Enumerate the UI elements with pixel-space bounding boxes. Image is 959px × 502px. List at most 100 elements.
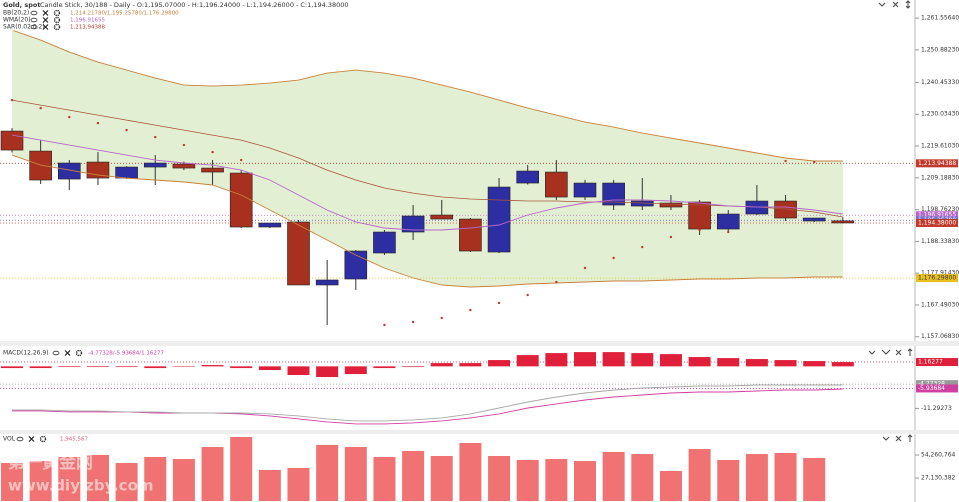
watermark-name: 第一黄金网 — [8, 452, 93, 473]
volume-bar — [745, 454, 768, 501]
candle-body — [602, 182, 625, 206]
move-icon[interactable] — [907, 348, 913, 356]
settings-icon[interactable] — [39, 435, 47, 443]
sar-dot — [125, 128, 128, 132]
candle-body — [401, 215, 425, 233]
price-tag-label: 1,213.94388 — [918, 160, 956, 167]
settings-icon[interactable] — [75, 349, 83, 357]
sar-dot — [154, 135, 157, 139]
volume-bar — [172, 459, 195, 501]
candle-body — [143, 162, 167, 168]
sar-dot — [211, 150, 214, 154]
y-tick-label: 27,130,382 — [921, 474, 956, 481]
candle-body — [688, 201, 711, 230]
maximize-icon[interactable] — [881, 349, 891, 355]
candle-body — [802, 217, 826, 222]
candle-body — [229, 172, 253, 228]
panel-separator[interactable] — [0, 341, 959, 346]
candle-body — [545, 171, 568, 198]
sar-dot — [411, 320, 415, 324]
sar-dot — [555, 280, 558, 284]
histogram-bar — [516, 355, 539, 367]
close-icon[interactable] — [895, 349, 902, 356]
candle-body — [487, 186, 511, 253]
price-tag — [916, 384, 958, 393]
histogram-bar — [602, 352, 625, 367]
collapse-icon[interactable] — [878, 2, 886, 7]
y-tick-label: 1,177.91430 — [921, 270, 959, 277]
histogram-bar — [172, 366, 195, 367]
panel-separator[interactable] — [0, 430, 959, 434]
settings-icon[interactable] — [53, 16, 61, 24]
histogram-bar — [58, 366, 81, 368]
sar-dot — [182, 143, 186, 147]
remove-icon[interactable] — [28, 436, 35, 442]
visibility-icon[interactable] — [30, 10, 38, 16]
band-middle — [11, 99, 843, 218]
candle-body — [516, 170, 540, 184]
histogram-bar — [344, 366, 367, 375]
histogram-bar — [574, 352, 596, 367]
sar-dot — [669, 235, 673, 239]
y-tick-label: 54,260,764 — [921, 451, 956, 458]
band-fill — [12, 30, 843, 288]
candle-body — [831, 220, 855, 224]
histogram-bar — [745, 359, 768, 367]
histogram-bar — [488, 360, 511, 367]
remove-icon[interactable] — [64, 350, 71, 356]
close-icon[interactable] — [895, 435, 902, 442]
candle-body — [57, 162, 81, 180]
histogram-bar — [659, 354, 682, 367]
histogram-bar — [86, 366, 109, 368]
visibility-icon[interactable] — [30, 17, 38, 23]
price-tag — [916, 274, 958, 283]
indicator-name: WMA(20) — [3, 17, 31, 24]
remove-icon[interactable] — [42, 24, 49, 30]
price-tag — [916, 358, 958, 367]
move-icon[interactable] — [907, 434, 913, 442]
header: Gold, spot Candle Stick, 30/188 - Daily -… — [0, 0, 349, 443]
volume-bar — [488, 455, 511, 501]
visibility-icon[interactable] — [52, 350, 60, 356]
resize-icon[interactable] — [905, 0, 911, 9]
visibility-icon[interactable] — [30, 24, 38, 30]
y-tick-label: 1,240.45330 — [921, 79, 959, 86]
price-tag-label: 1.16277 — [918, 359, 943, 366]
volume-bar — [230, 436, 253, 501]
indicator-line — [11, 134, 843, 231]
remove-icon[interactable] — [42, 17, 49, 23]
sar-dot — [10, 98, 14, 102]
settings-icon[interactable] — [53, 23, 61, 31]
volume-bar — [545, 459, 568, 501]
visibility-icon[interactable] — [16, 436, 24, 442]
candle-body — [201, 167, 224, 173]
price-tag-label: 1,194.38000 — [918, 219, 956, 226]
settings-icon[interactable] — [53, 9, 61, 17]
y-tick-label: 1,188.33830 — [921, 238, 959, 245]
histogram-bar — [29, 366, 52, 369]
volume-bar — [144, 456, 167, 501]
instrument-title: Gold, spot — [3, 1, 41, 9]
y-tick-label: 1,261.55640 — [921, 15, 959, 22]
close-icon[interactable] — [892, 1, 899, 8]
lines — [10, 29, 843, 425]
histogram-bar — [631, 353, 654, 367]
indicator-name: BB(20,2) — [3, 10, 29, 17]
collapse-icon[interactable] — [868, 350, 876, 355]
volume-bar — [373, 456, 396, 501]
collapse-icon[interactable] — [882, 436, 890, 441]
candle-body — [258, 222, 282, 228]
volume-bar — [344, 446, 367, 501]
remove-icon[interactable] — [42, 10, 49, 16]
price-tag — [916, 211, 958, 220]
histogram-bar — [115, 366, 138, 368]
volume-bar — [659, 470, 682, 501]
volume-bar — [258, 469, 281, 501]
histogram-bar — [402, 366, 425, 368]
histogram-bar — [1, 366, 23, 369]
sar-dot — [497, 301, 501, 305]
volume-bar — [201, 446, 224, 501]
sar-dot — [612, 256, 615, 260]
indicator-readout: 1,213.94388 — [70, 25, 105, 31]
candle-body — [659, 202, 683, 208]
